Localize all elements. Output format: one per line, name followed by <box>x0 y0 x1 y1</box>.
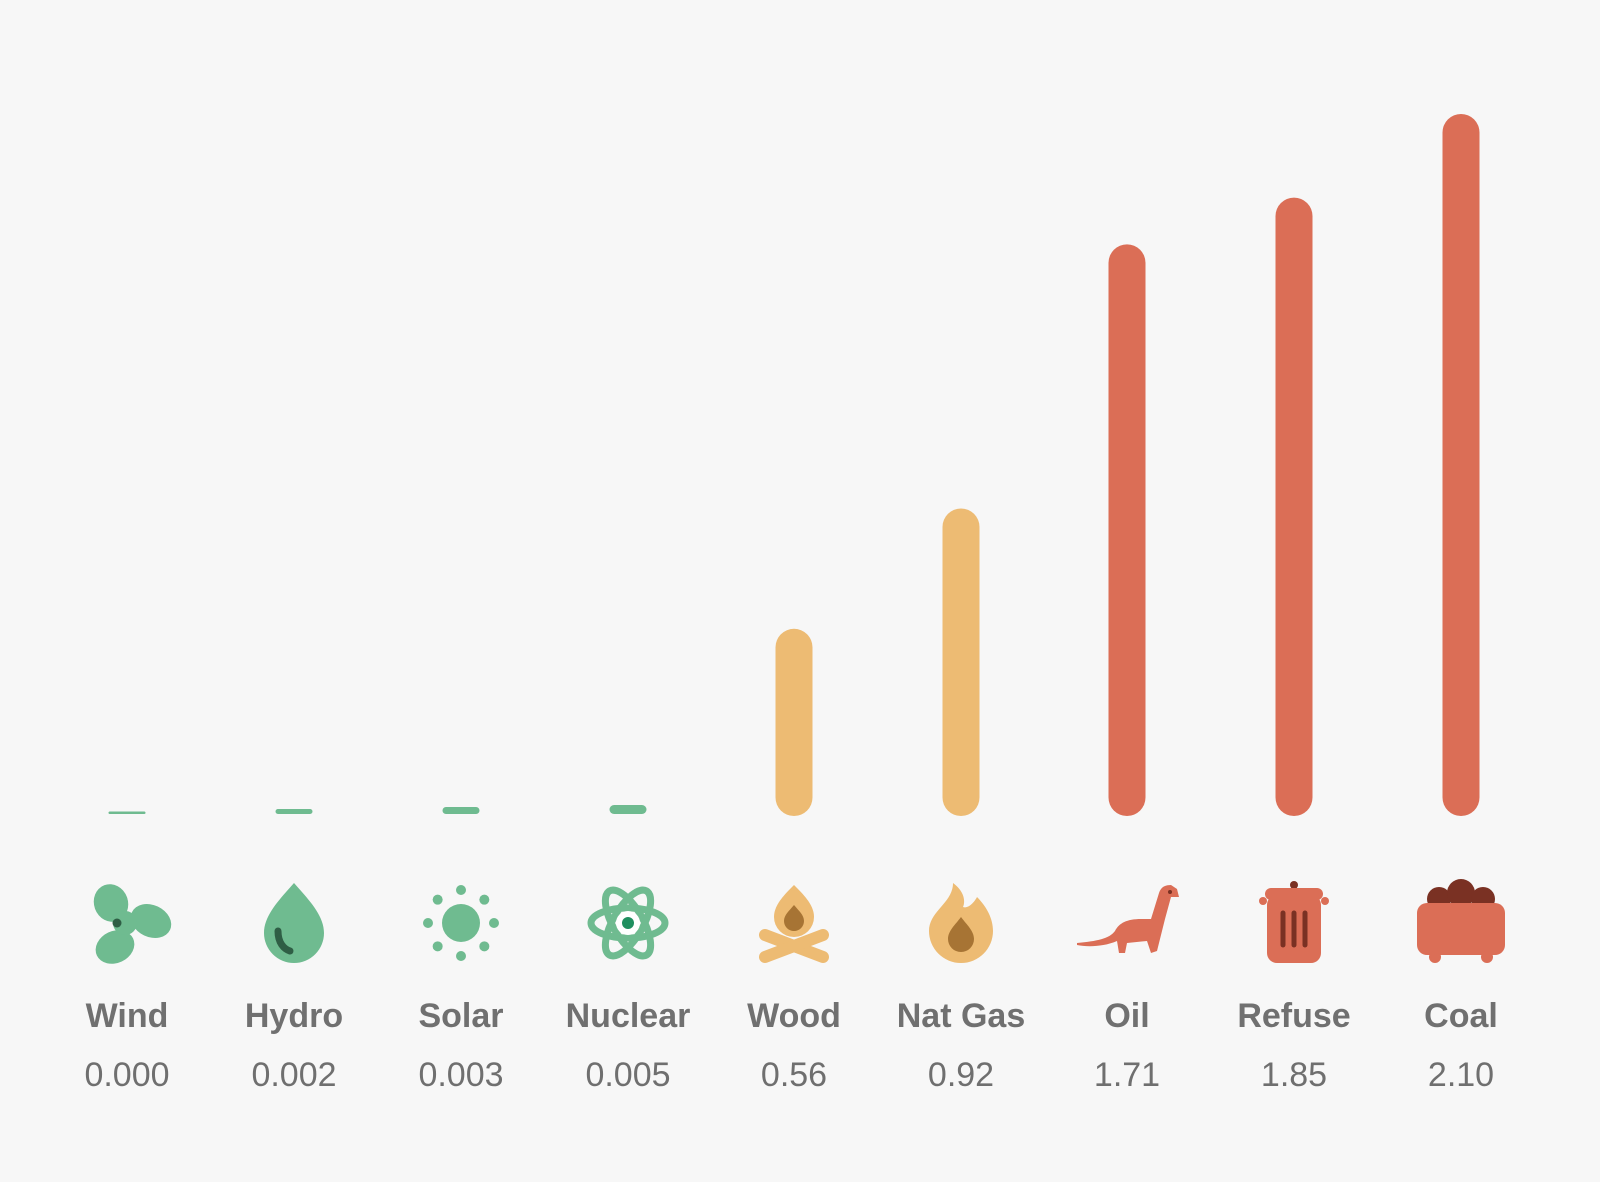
bar-hydro <box>275 809 313 814</box>
category-label-oil: Oil <box>1104 997 1149 1035</box>
flame-icon <box>929 883 993 963</box>
value-label-hydro: 0.002 <box>251 1056 336 1094</box>
category-label-refuse: Refuse <box>1237 997 1350 1035</box>
category-label-nuclear: Nuclear <box>566 997 691 1035</box>
category-labels: Wind Hydro Solar Nuclear Wood Nat Gas Oil Refus… <box>86 997 1498 1035</box>
water-drop-icon <box>264 883 324 963</box>
value-label-oil: 1.71 <box>1094 1056 1160 1094</box>
bar-refuse <box>1275 197 1313 817</box>
bar-wood <box>775 628 813 816</box>
category-label-hydro: Hydro <box>245 997 343 1035</box>
icons-group <box>93 879 1505 964</box>
category-label-wood: Wood <box>747 997 841 1035</box>
value-label-solar: 0.003 <box>418 1056 503 1094</box>
bar-solar <box>442 807 480 814</box>
dinosaur-icon <box>1077 885 1179 953</box>
bar-oil <box>1108 244 1146 816</box>
category-label-solar: Solar <box>418 997 503 1035</box>
value-label-nat-gas: 0.92 <box>928 1056 994 1094</box>
value-label-coal: 2.10 <box>1428 1056 1494 1094</box>
value-label-wood: 0.56 <box>761 1056 827 1094</box>
bar-nuclear <box>609 805 647 814</box>
category-label-wind: Wind <box>86 997 169 1035</box>
bars-group <box>108 114 1480 817</box>
sun-icon <box>423 885 499 961</box>
bar-coal <box>1442 114 1480 816</box>
value-label-refuse: 1.85 <box>1261 1056 1327 1094</box>
fan-icon <box>93 884 172 964</box>
value-label-wind: 0.000 <box>84 1056 169 1094</box>
value-labels: 0.000 0.002 0.003 0.005 0.56 0.92 1.71 1.85 2.10 <box>84 1056 1494 1094</box>
value-label-nuclear: 0.005 <box>585 1056 670 1094</box>
category-label-coal: Coal <box>1424 997 1498 1035</box>
campfire-icon <box>759 885 829 963</box>
trash-can-icon <box>1259 881 1329 963</box>
bar-wind <box>108 811 146 814</box>
coal-cart-icon <box>1417 879 1505 963</box>
bar-nat-gas <box>942 508 980 816</box>
atom-icon <box>587 886 669 960</box>
category-label-nat-gas: Nat Gas <box>897 997 1026 1035</box>
